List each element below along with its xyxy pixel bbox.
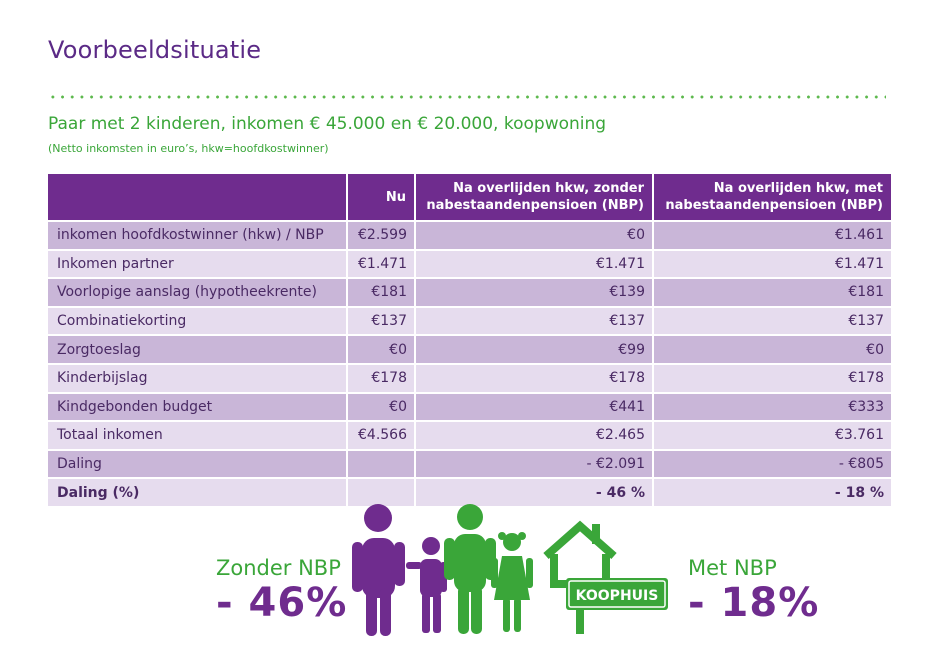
summary-zonder-nbp: Zonder NBP - 46% [216,556,347,626]
boy-figure-icon [406,537,447,633]
header-label [48,174,346,220]
cell-met-nbp: €1.471 [654,250,891,278]
table-row: Totaal inkomen €4.566 €2.465 €3.761 [48,422,891,449]
header-nu: Nu [348,174,414,220]
table-row: inkomen hoofdkostwinner (hkw) / NBP €2.59… [48,222,891,249]
summary-met-value: - 18% [688,580,820,626]
cell-met-nbp: €181 [654,279,891,306]
label: Totaal inkomen [48,422,346,449]
cell-met-nbp: €333 [654,393,891,421]
summary-met-label: Met NBP [688,556,777,580]
cell-met-nbp: €137 [654,307,891,335]
cell-zonder-nbp: €0 [416,222,652,249]
page-title: Voorbeeldsituatie [48,36,262,64]
label: Voorlopige aanslag (hypotheekrente) [48,279,346,306]
label: Daling [48,450,346,478]
table-row: Combinatiekorting €137 €137 €137 [48,307,891,335]
cell-nu [348,450,414,478]
subtitle: Paar met 2 kinderen, inkomen € 45.000 en… [48,114,607,134]
cell-nu: €137 [348,307,414,335]
father-figure-icon [352,504,405,636]
cell-nu [348,479,414,506]
girl-figure-icon [491,532,533,632]
subtitle-note: (Netto inkomsten in euro’s, hkw=hoofdkos… [48,142,329,155]
cell-zonder-nbp: €2.465 [416,422,652,449]
summary-zonder-value: - 46% [216,580,348,626]
cell-zonder-nbp: - €2.091 [416,450,652,478]
table-header-row: Nu Na overlijden hkw, zonder nabestaande… [48,174,891,220]
cell-nu: €178 [348,364,414,392]
mother-figure-icon [444,504,496,634]
label: Kinderbijslag [48,364,346,392]
koophuis-sign-icon: KOOPHUIS [566,578,668,610]
label: Daling (%) [48,479,346,506]
cell-met-nbp: €1.461 [654,222,891,249]
cell-zonder-nbp: €441 [416,393,652,421]
table-body: inkomen hoofdkostwinner (hkw) / NBP €2.59… [48,222,891,506]
label: inkomen hoofdkostwinner (hkw) / NBP [48,222,346,249]
cell-met-nbp: - 18 % [654,479,891,506]
header-zonder-nbp: Na overlijden hkw, zonder nabestaandenpe… [416,174,652,220]
summary-met-nbp: Met NBP - 18% [688,556,819,626]
cell-zonder-nbp: €178 [416,364,652,392]
cell-zonder-nbp: €137 [416,307,652,335]
label: Inkomen partner [48,250,346,278]
cell-met-nbp: - €805 [654,450,891,478]
cell-nu: €2.599 [348,222,414,249]
cell-met-nbp: €3.761 [654,422,891,449]
cell-zonder-nbp: €99 [416,336,652,363]
family-house-illustration: KOOPHUIS [352,504,668,636]
table-row: Zorgtoeslag €0 €99 €0 [48,336,891,363]
summary-zonder-label: Zonder NBP [216,556,341,580]
cell-zonder-nbp: €1.471 [416,250,652,278]
table-row: Inkomen partner €1.471 €1.471 €1.471 [48,250,891,278]
table-row: Daling (%) - 46 % - 18 % [48,479,891,506]
cell-nu: €181 [348,279,414,306]
table-row: Kinderbijslag €178 €178 €178 [48,364,891,392]
table-row: Daling - €2.091- €805 [48,450,891,478]
cell-nu: €0 [348,336,414,363]
cell-met-nbp: €0 [654,336,891,363]
header-met-nbp: Na overlijden hkw, met nabestaandenpensi… [654,174,891,220]
cell-nu: €4.566 [348,422,414,449]
dotted-divider [48,95,886,99]
cell-nu: €0 [348,393,414,421]
label: Combinatiekorting [48,307,346,335]
cell-zonder-nbp: €139 [416,279,652,306]
koophuis-sign-label: KOOPHUIS [576,588,659,604]
income-table: Nu Na overlijden hkw, zonder nabestaande… [46,172,893,508]
cell-zonder-nbp: - 46 % [416,479,652,506]
label: Zorgtoeslag [48,336,346,363]
table-row: Kindgebonden budget €0 €441 €333 [48,393,891,421]
label: Kindgebonden budget [48,393,346,421]
cell-nu: €1.471 [348,250,414,278]
table-row: Voorlopige aanslag (hypotheekrente) €181 €… [48,279,891,306]
cell-met-nbp: €178 [654,364,891,392]
